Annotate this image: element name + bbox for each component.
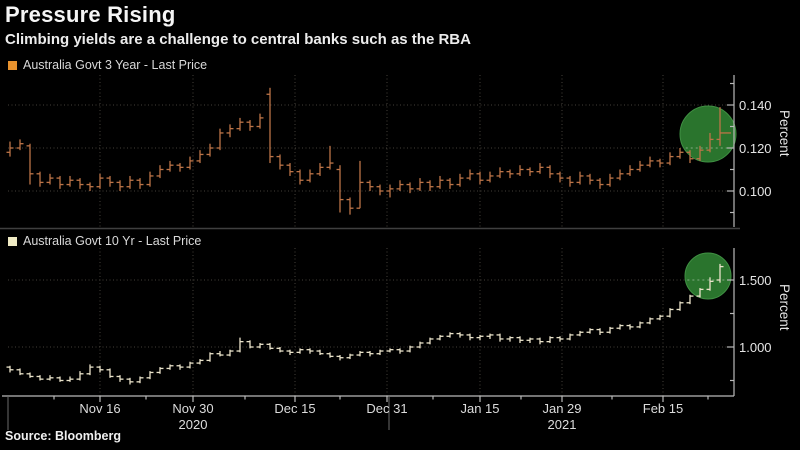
ytick-10yr-1500: 1.500 (739, 273, 772, 288)
ytick-3yr-0100: 0.100 (739, 184, 772, 199)
legend-label-3yr: Australia Govt 3 Year - Last Price (23, 58, 208, 72)
highlight-circle (679, 105, 737, 163)
xtick-nov16: Nov 16 (79, 401, 121, 416)
legend-3yr: Australia Govt 3 Year - Last Price (8, 58, 207, 72)
source-label: Source: Bloomberg (5, 429, 121, 443)
legend-label-10yr: Australia Govt 10 Yr - Last Price (23, 234, 202, 248)
ytick-3yr-0120: 0.120 (739, 141, 772, 156)
axis-title-percent-top: Percent (777, 110, 792, 157)
xtick-nov30: Nov 30 (172, 401, 214, 416)
legend-swatch-10yr-icon (8, 236, 17, 246)
legend-10yr: Australia Govt 10 Yr - Last Price (8, 234, 201, 248)
page-title: Pressure Rising (5, 2, 176, 27)
xtick-feb15: Feb 15 (642, 401, 684, 416)
ytick-3yr-0140: 0.140 (739, 98, 772, 113)
ytick-10yr-1000: 1.000 (739, 340, 772, 355)
xtick-jan29: Jan 29 (542, 401, 582, 416)
highlight-circle (684, 252, 732, 300)
xtick-dec31: Dec 31 (366, 401, 408, 416)
xtick-dec15: Dec 15 (274, 401, 316, 416)
year-label-2021: 2021 (547, 417, 577, 432)
page-subtitle: Climbing yields are a challenge to centr… (5, 31, 471, 48)
year-label-2020: 2020 (178, 417, 208, 432)
xtick-jan15: Jan 15 (460, 401, 500, 416)
axis-title-percent-bottom: Percent (777, 284, 792, 331)
legend-swatch-3yr-icon (8, 60, 17, 70)
